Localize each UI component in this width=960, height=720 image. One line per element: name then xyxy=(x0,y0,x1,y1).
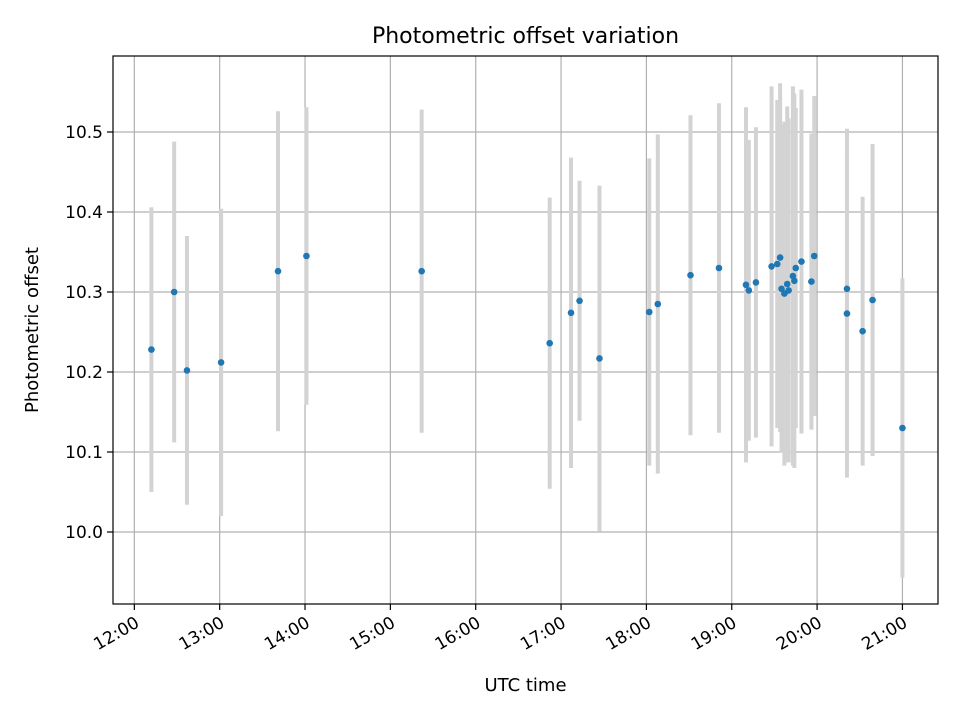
data-point xyxy=(745,287,753,294)
data-point xyxy=(791,277,798,285)
x-tick-label: 15:00 xyxy=(346,613,398,655)
data-point xyxy=(843,285,851,293)
data-point xyxy=(792,264,800,272)
data-point xyxy=(183,367,191,374)
data-point xyxy=(859,327,866,335)
data-point xyxy=(715,264,723,272)
x-tick-label: 12:00 xyxy=(90,613,142,655)
error-bars xyxy=(149,83,905,578)
data-point xyxy=(899,424,906,432)
y-tick-label: 10.4 xyxy=(65,203,103,223)
data-point xyxy=(843,310,851,317)
data-point xyxy=(567,309,575,317)
y-tick-label: 10.3 xyxy=(65,283,103,303)
data-point xyxy=(654,300,662,308)
data-point xyxy=(798,258,805,265)
data-point xyxy=(742,281,750,289)
data-point xyxy=(783,280,791,288)
y-tick-label: 10.2 xyxy=(65,363,103,383)
data-point xyxy=(170,288,178,296)
x-tick-label: 21:00 xyxy=(859,613,911,655)
x-axis-label: UTC time xyxy=(484,675,566,696)
data-point xyxy=(596,355,603,362)
y-tick-label: 10.0 xyxy=(65,523,103,543)
y-tick-label: 10.1 xyxy=(65,443,103,463)
chart-title: Photometric offset variation xyxy=(372,24,679,49)
data-point xyxy=(869,296,876,304)
data-point xyxy=(773,260,781,268)
plot-frame xyxy=(112,55,939,605)
data-point xyxy=(148,346,155,353)
x-tick-label: 13:00 xyxy=(176,613,228,655)
data-point xyxy=(752,279,760,286)
x-tick-label: 19:00 xyxy=(688,613,740,655)
y-tick-label: 10.5 xyxy=(65,123,103,143)
data-point xyxy=(810,252,818,260)
y-axis-label: Photometric offset xyxy=(22,247,43,413)
data-point xyxy=(785,287,792,294)
data-point xyxy=(418,267,425,275)
data-point xyxy=(546,339,553,347)
data-point xyxy=(776,254,784,261)
x-tick-label: 14:00 xyxy=(261,613,313,655)
data-point xyxy=(217,359,225,366)
data-point xyxy=(687,271,694,279)
data-point xyxy=(576,297,583,305)
x-tick-label: 17:00 xyxy=(517,613,569,655)
x-tick-label: 18:00 xyxy=(602,613,654,655)
data-point xyxy=(778,285,785,293)
data-point xyxy=(274,267,282,275)
data-point xyxy=(768,263,775,270)
data-point xyxy=(808,278,815,285)
x-tick-label: 16:00 xyxy=(432,613,484,655)
data-points xyxy=(148,252,906,432)
x-tick-label: 20:00 xyxy=(773,613,825,655)
data-point xyxy=(303,252,310,260)
data-point xyxy=(645,308,653,316)
